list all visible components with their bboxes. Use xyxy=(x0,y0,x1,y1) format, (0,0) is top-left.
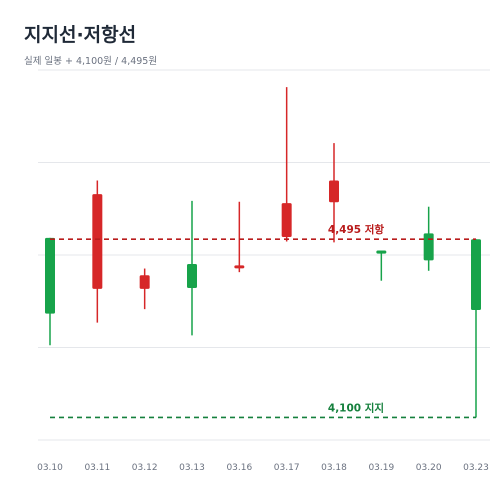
candle-body xyxy=(92,194,103,289)
candles xyxy=(45,87,481,418)
x-tick-label: 03.11 xyxy=(84,463,110,473)
candle-body xyxy=(423,233,434,261)
x-tick-label: 03.18 xyxy=(321,463,347,473)
x-tick-label: 03.17 xyxy=(274,463,300,473)
x-axis: 03.10 03.11 03.12 03.13 03.16 03.17 03.18 03.19… xyxy=(37,463,489,473)
x-tick-label: 03.12 xyxy=(132,463,158,473)
x-tick-label: 03.16 xyxy=(226,463,252,473)
x-tick-label: 03.19 xyxy=(368,463,394,473)
candle-body xyxy=(376,250,387,254)
candle-body xyxy=(281,203,292,237)
chart-title: 지지선·저항선 xyxy=(24,24,137,46)
candle xyxy=(139,268,150,310)
reference-line-label: 4,100 지지 xyxy=(328,401,384,414)
x-tick-label: 03.20 xyxy=(416,463,442,473)
x-tick-label: 03.23 xyxy=(463,463,489,473)
grid xyxy=(38,69,490,441)
candle-body xyxy=(234,265,245,269)
candle xyxy=(471,239,481,418)
candle-body xyxy=(139,275,150,289)
chart-subtitle: 실제 일봉 + 4,100원 / 4,495원 xyxy=(24,56,158,67)
candle xyxy=(234,201,245,273)
candle xyxy=(329,143,339,243)
candle xyxy=(45,237,55,346)
x-tick-label: 03.10 xyxy=(37,463,63,473)
candle xyxy=(92,180,103,323)
candle-body xyxy=(187,264,197,288)
candle xyxy=(376,250,387,281)
reference-lines: 4,495 저항 4,100 지지 xyxy=(50,223,476,419)
x-tick-label: 03.13 xyxy=(179,463,205,473)
reference-line-label: 4,495 저항 xyxy=(328,223,385,236)
candle-body xyxy=(45,237,55,314)
candle-body xyxy=(329,180,339,203)
candle xyxy=(281,87,292,242)
candle xyxy=(187,200,197,336)
candle-body xyxy=(471,239,481,311)
